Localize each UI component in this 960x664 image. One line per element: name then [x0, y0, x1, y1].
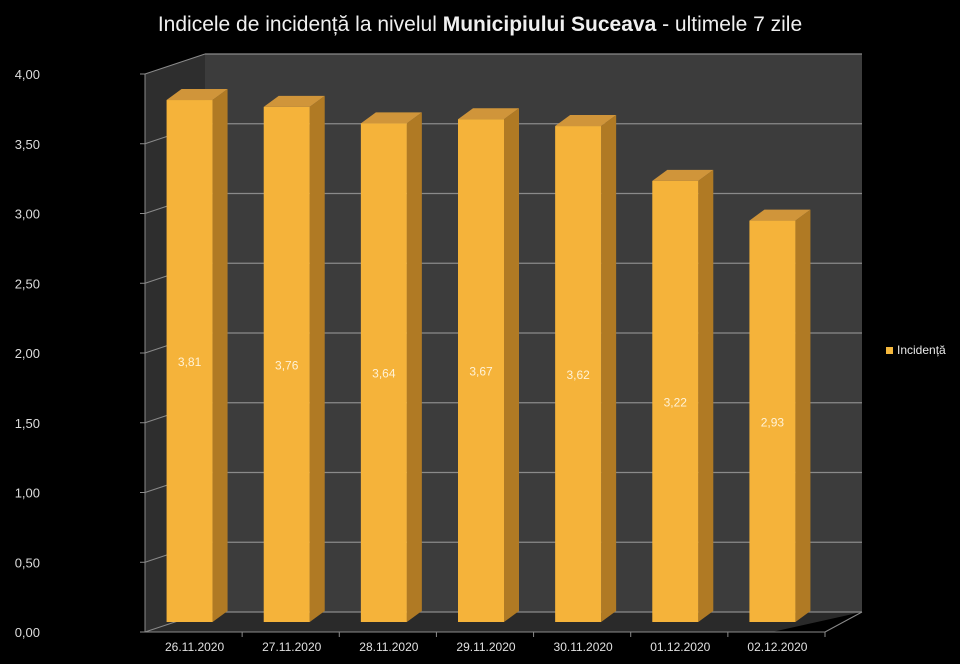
bar — [652, 180, 699, 623]
x-tick-label: 29.11.2020 — [456, 640, 515, 654]
chart-title: Indicele de incidență la nivelul Municip… — [157, 13, 803, 36]
x-tick-label: 27.11.2020 — [262, 640, 321, 654]
legend: Incidență — [886, 343, 946, 357]
bar-value-label: 3,64 — [372, 367, 396, 381]
y-tick-label: 1,50 — [15, 416, 40, 431]
y-tick-label: 2,00 — [15, 346, 40, 361]
x-tick-label: 28.11.2020 — [359, 640, 418, 654]
x-tick-label: 02.12.2020 — [747, 640, 807, 654]
bar-value-label: 3,76 — [275, 358, 299, 372]
bar-value-label: 2,93 — [761, 415, 785, 429]
y-tick-label: 3,50 — [15, 137, 40, 152]
bar-value-label: 3,81 — [178, 355, 202, 369]
bar — [263, 106, 310, 622]
bar-value-label: 3,67 — [469, 365, 493, 379]
x-tick-label: 01.12.2020 — [650, 640, 710, 654]
bar — [458, 119, 504, 623]
x-tick-label: 30.11.2020 — [554, 640, 613, 654]
bar — [749, 220, 796, 622]
y-tick-label: 0,00 — [15, 625, 40, 640]
legend-label: Incidență — [897, 343, 946, 357]
y-tick-label: 2,50 — [15, 276, 40, 291]
y-tick-label: 0,50 — [15, 555, 40, 570]
bar — [555, 126, 602, 622]
bar — [360, 123, 407, 622]
bar-value-label: 3,22 — [664, 395, 688, 409]
y-tick-label: 3,00 — [15, 207, 40, 222]
bar — [166, 100, 213, 622]
y-tick-label: 1,00 — [15, 486, 40, 501]
bar-value-label: 3,62 — [566, 368, 590, 382]
x-tick-label: 26.11.2020 — [165, 640, 224, 654]
y-tick-label: 4,00 — [15, 67, 40, 82]
legend-swatch-icon — [886, 346, 893, 354]
